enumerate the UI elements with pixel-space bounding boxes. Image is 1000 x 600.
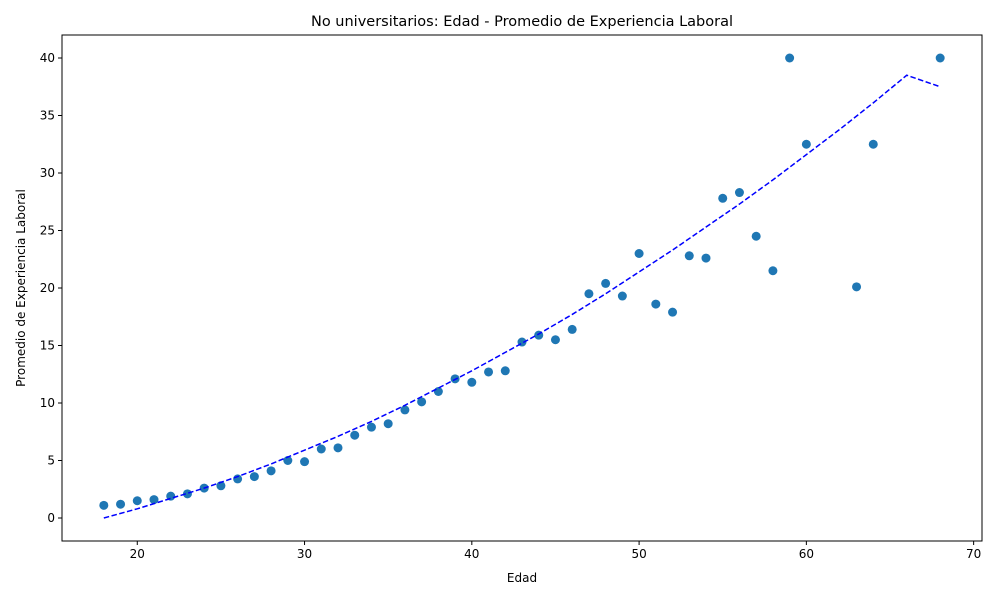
data-point — [718, 193, 728, 203]
data-point — [935, 53, 945, 63]
data-point — [567, 324, 577, 334]
x-tick-label: 40 — [464, 547, 479, 561]
data-point — [300, 457, 310, 467]
data-point — [149, 495, 159, 505]
y-tick-label: 30 — [40, 166, 55, 180]
data-point — [366, 422, 376, 432]
x-tick-label: 20 — [130, 547, 145, 561]
data-point — [400, 405, 410, 415]
data-point — [417, 397, 427, 407]
data-point — [768, 266, 778, 276]
data-point — [801, 139, 811, 149]
y-tick-label: 5 — [47, 454, 55, 468]
data-point — [350, 430, 360, 440]
data-point — [333, 443, 343, 453]
data-point — [249, 472, 259, 482]
data-point — [734, 188, 744, 198]
data-point — [785, 53, 795, 63]
data-point — [651, 299, 661, 309]
data-point — [852, 282, 862, 292]
y-tick-label: 10 — [40, 396, 55, 410]
y-axis-label: Promedio de Experiencia Laboral — [14, 189, 28, 387]
plot-area — [99, 53, 945, 519]
data-point — [383, 419, 393, 429]
data-point — [316, 444, 326, 454]
data-point — [266, 466, 276, 476]
x-tick-label: 30 — [297, 547, 312, 561]
trend-line — [103, 74, 941, 519]
x-tick-label: 50 — [631, 547, 646, 561]
data-point — [116, 499, 126, 509]
data-point — [233, 474, 243, 484]
data-point — [868, 139, 878, 149]
data-point — [550, 335, 560, 345]
y-axis: 0 5 10 15 20 25 30 35 40 — [40, 51, 62, 525]
data-point — [182, 489, 192, 499]
y-tick-label: 25 — [40, 224, 55, 238]
data-point — [634, 249, 644, 258]
data-point — [751, 231, 761, 241]
x-tick-label: 70 — [966, 547, 981, 561]
data-point — [684, 251, 694, 261]
data-point — [701, 253, 711, 263]
x-axis: 20 30 40 50 60 70 — [130, 541, 981, 561]
y-tick-label: 0 — [47, 511, 55, 525]
data-point — [617, 291, 627, 301]
chart-title: No universitarios: Edad - Promedio de Ex… — [311, 14, 733, 30]
data-point — [216, 481, 226, 491]
x-axis-label: Edad — [507, 571, 537, 585]
y-tick-label: 40 — [40, 51, 55, 65]
data-point — [484, 367, 494, 377]
data-point — [601, 278, 611, 288]
data-point — [500, 366, 510, 376]
y-tick-label: 20 — [40, 281, 55, 295]
data-point — [584, 289, 594, 299]
x-tick-label: 60 — [799, 547, 814, 561]
data-point — [467, 377, 477, 387]
y-tick-label: 35 — [40, 109, 55, 123]
data-point — [99, 500, 109, 510]
data-point — [433, 387, 443, 396]
y-tick-label: 15 — [40, 339, 55, 353]
data-point — [283, 456, 293, 465]
plot-frame — [61, 34, 983, 542]
data-point — [668, 307, 678, 317]
data-point — [132, 496, 142, 506]
